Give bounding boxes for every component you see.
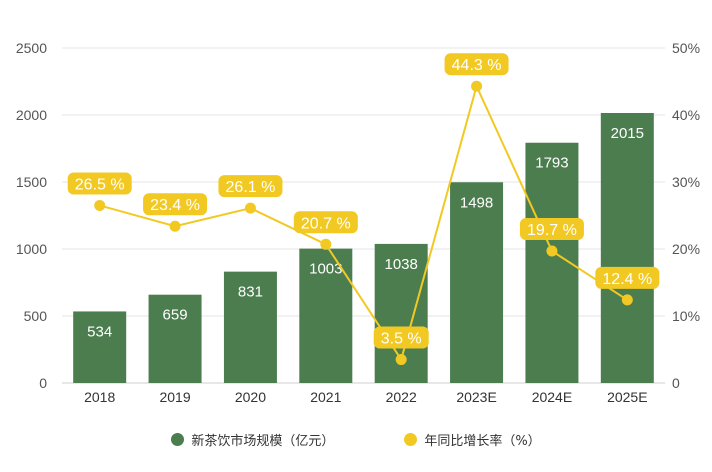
line-data-label-box — [67, 172, 132, 195]
legend-item-growth-rate[interactable]: 年同比增长率（%） — [404, 430, 541, 449]
line-point — [546, 245, 558, 257]
bar — [73, 311, 127, 383]
bar-data-label: 1038 — [385, 256, 418, 273]
y-right-tick-label: 20% — [672, 241, 700, 257]
y-right-tick-label: 10% — [672, 308, 700, 324]
bar — [450, 182, 504, 383]
y-left-tick-label: 2500 — [16, 40, 47, 56]
bar-data-label: 1793 — [535, 155, 568, 172]
bar-data-label: 1003 — [309, 261, 342, 278]
line-data-label: 20.7 % — [301, 215, 351, 232]
legend: 新茶饮市场规模（亿元） 年同比增长率（%） — [0, 430, 712, 449]
line-data-label-box — [293, 211, 358, 234]
bar — [600, 112, 654, 384]
legend-item-market-size[interactable]: 新茶饮市场规模（亿元） — [171, 430, 334, 449]
line-data-label-box — [373, 326, 429, 349]
y-left-tick-label: 1000 — [16, 241, 47, 257]
y-left-tick-label: 0 — [39, 375, 47, 391]
line-data-label-box — [519, 218, 584, 241]
legend-swatch-line — [404, 433, 418, 446]
x-tick-label: 2021 — [310, 389, 341, 405]
line-point — [244, 202, 256, 214]
line-point — [471, 80, 483, 92]
x-tick-label: 2018 — [84, 389, 115, 405]
legend-swatch-bar — [171, 433, 185, 446]
line-data-label-box — [444, 53, 509, 76]
x-tick-label: 2022 — [386, 389, 417, 405]
x-tick-label: 2025E — [607, 389, 647, 405]
line-point — [169, 220, 181, 232]
x-tick-label: 2024E — [532, 389, 572, 405]
y-right-tick-label: 40% — [672, 107, 700, 123]
line-data-label: 12.4 % — [602, 271, 652, 288]
y-left-tick-label: 2000 — [16, 107, 47, 123]
y-left-tick-label: 1500 — [16, 174, 47, 190]
line-point — [320, 238, 332, 250]
line-data-label-box — [218, 175, 283, 198]
line-data-label: 26.1 % — [226, 179, 276, 196]
line-data-label-box — [595, 266, 660, 289]
bar-data-label: 1498 — [460, 194, 493, 211]
legend-label-market-size: 新茶饮市场规模（亿元） — [191, 434, 335, 449]
line-data-label: 19.7 % — [527, 222, 577, 239]
bar-data-label: 831 — [238, 284, 263, 301]
line-data-label-box — [143, 193, 208, 216]
bar-data-label: 2015 — [611, 125, 644, 142]
line-data-label: 44.3 % — [452, 57, 502, 74]
line-point — [621, 294, 633, 306]
y-right-tick-label: 50% — [672, 40, 700, 56]
bar — [223, 271, 277, 383]
bar-data-label: 659 — [163, 307, 188, 324]
line-data-label: 23.4 % — [150, 197, 200, 214]
line-point — [94, 199, 106, 211]
x-tick-label: 2023E — [456, 389, 496, 405]
chart: 0 500 1000 1500 2000 2500 0 10% 20% 30% 40% 50% 534 6… — [16, 40, 700, 405]
line-point — [395, 354, 407, 366]
bar — [148, 294, 202, 383]
bar-data-label: 534 — [87, 323, 112, 340]
line-data-label: 26.5 % — [75, 176, 125, 193]
y-right-tick-label: 0 — [672, 375, 680, 391]
y-right-tick-label: 30% — [672, 174, 700, 190]
line-data-label: 3.5 % — [381, 331, 422, 348]
x-tick-label: 2019 — [159, 389, 190, 405]
y-left-tick-label: 500 — [24, 308, 48, 324]
legend-label-growth-rate: 年同比增长率（%） — [424, 434, 541, 449]
x-tick-label: 2020 — [235, 389, 266, 405]
